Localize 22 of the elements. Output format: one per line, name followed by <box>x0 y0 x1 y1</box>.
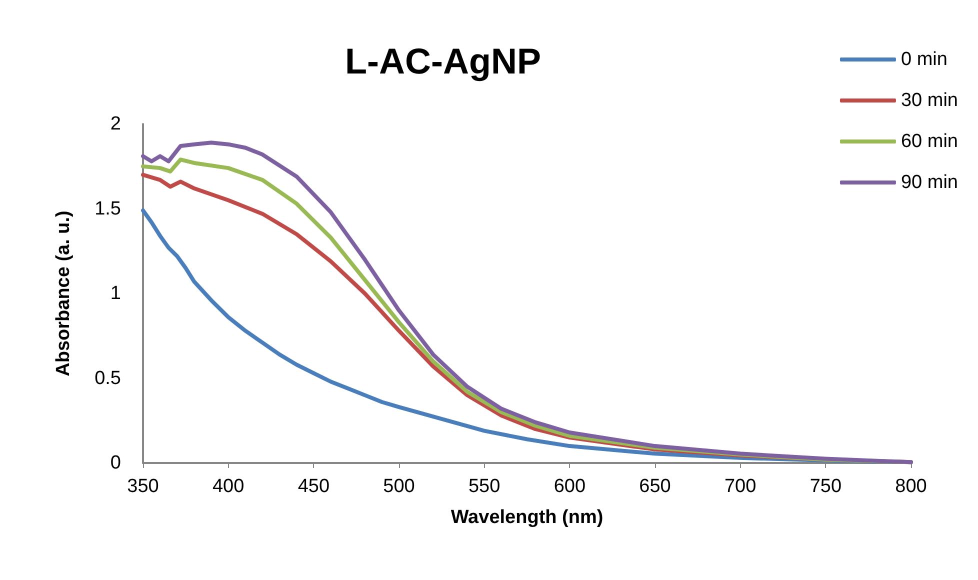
x-tick-label: 650 <box>639 476 671 497</box>
y-tick-label: 1.5 <box>94 198 121 220</box>
y-tick-label: 0.5 <box>94 368 121 389</box>
chart-title: L-AC-AgNP <box>345 40 541 82</box>
x-tick-label: 350 <box>127 476 159 497</box>
legend-label: 0 min <box>900 49 948 70</box>
y-tick-label: 2 <box>110 114 121 134</box>
legend-label: 90 min <box>900 172 958 193</box>
x-axis-title: Wavelength (nm) <box>450 507 604 528</box>
y-tick-label: 1 <box>110 283 121 304</box>
legend-label: 30 min <box>900 90 958 111</box>
x-tick-label: 450 <box>298 476 330 497</box>
x-tick-label: 400 <box>212 476 244 497</box>
x-tick-label: 600 <box>554 476 586 497</box>
x-tick-label: 550 <box>468 476 500 497</box>
legend-label: 60 min <box>900 131 958 152</box>
x-tick-label: 750 <box>810 476 842 497</box>
x-tick-label: 500 <box>383 476 415 497</box>
x-tick-label: 700 <box>724 476 756 497</box>
y-axis-title: Absorbance (a. u.) <box>53 210 74 376</box>
y-tick-label: 0 <box>110 452 121 474</box>
x-tick-label: 800 <box>895 476 927 497</box>
